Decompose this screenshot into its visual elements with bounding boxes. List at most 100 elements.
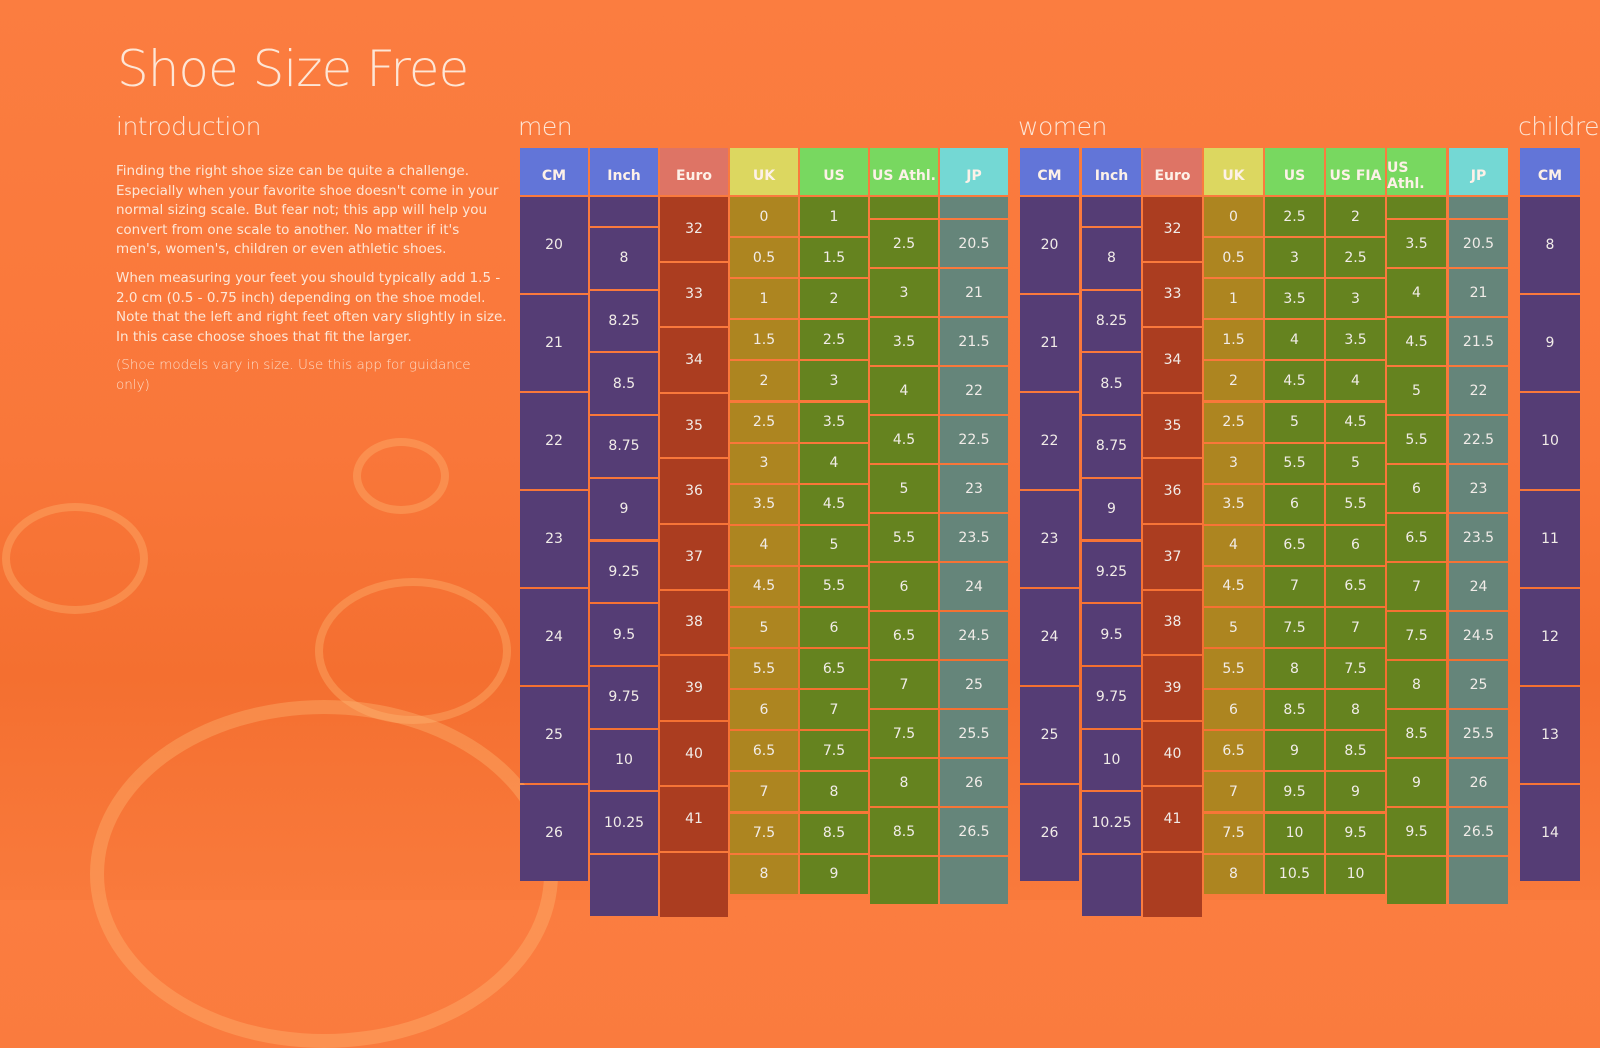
size-cell[interactable]: 5.5 (1387, 416, 1446, 463)
size-cell[interactable]: 13 (1520, 687, 1580, 783)
size-cell[interactable]: 6.5 (730, 731, 798, 771)
size-cell[interactable] (940, 857, 1008, 904)
size-cell[interactable]: 4.5 (1326, 402, 1385, 442)
size-cell[interactable]: 23 (1449, 465, 1508, 512)
size-cell[interactable]: 7.5 (1326, 649, 1385, 689)
size-cell[interactable]: 1 (1204, 279, 1263, 319)
column-header[interactable]: US Athl. (1387, 148, 1446, 195)
size-cell[interactable]: 3.5 (730, 484, 798, 524)
column-header[interactable]: UK (1204, 148, 1263, 195)
size-cell[interactable]: 9.5 (1265, 772, 1324, 812)
size-cell[interactable]: 10 (590, 729, 658, 791)
size-cell[interactable]: 10 (1082, 729, 1141, 791)
size-cell[interactable]: 8.75 (590, 416, 658, 477)
size-cell[interactable]: 25 (1020, 687, 1079, 783)
size-cell[interactable]: 39 (660, 656, 728, 720)
size-cell[interactable]: 7.5 (1387, 612, 1446, 659)
size-cell[interactable]: 5 (1326, 443, 1385, 483)
size-cell[interactable]: 20.5 (940, 220, 1008, 267)
size-cell[interactable]: 10 (1326, 854, 1385, 894)
size-cell[interactable]: 2 (1204, 361, 1263, 401)
size-cell[interactable]: 9 (1265, 731, 1324, 771)
size-cell[interactable]: 8 (870, 759, 938, 806)
size-cell[interactable]: 9.5 (1326, 813, 1385, 853)
size-cell[interactable]: 9.25 (1082, 541, 1141, 603)
size-cell[interactable]: 4 (730, 525, 798, 565)
size-cell[interactable]: 6.5 (870, 612, 938, 659)
size-cell[interactable]: 35 (1143, 393, 1202, 458)
size-cell[interactable]: 23 (520, 491, 588, 587)
size-cell[interactable]: 2 (800, 279, 868, 319)
size-cell[interactable]: 21 (1449, 269, 1508, 316)
size-cell[interactable]: 4.5 (1204, 566, 1263, 606)
size-cell[interactable]: 2.5 (1204, 402, 1263, 442)
size-cell[interactable]: 6 (730, 690, 798, 730)
column-header[interactable]: JP (940, 148, 1008, 195)
size-cell[interactable]: 26.5 (1449, 808, 1508, 855)
size-cell[interactable]: 7.5 (1265, 608, 1324, 648)
size-cell[interactable]: 8.5 (1265, 690, 1324, 730)
size-cell[interactable]: 0 (730, 197, 798, 237)
size-cell[interactable]: 6 (870, 563, 938, 610)
size-cell[interactable]: 36 (660, 459, 728, 523)
size-cell[interactable]: 25 (520, 687, 588, 783)
size-cell[interactable]: 7 (1387, 563, 1446, 610)
size-cell[interactable]: 25.5 (1449, 710, 1508, 757)
size-cell[interactable]: 4 (1204, 525, 1263, 565)
size-cell[interactable]: 5 (1265, 402, 1324, 442)
size-cell[interactable]: 5 (1387, 367, 1446, 414)
size-cell[interactable]: 26 (1449, 759, 1508, 806)
size-cell[interactable]: 24 (1449, 563, 1508, 610)
size-cell[interactable]: 21 (1020, 295, 1079, 391)
size-cell[interactable]: 25 (1449, 661, 1508, 708)
size-cell[interactable]: 8.75 (1082, 416, 1141, 477)
size-cell[interactable]: 37 (660, 525, 728, 589)
size-cell[interactable]: 6.5 (1265, 525, 1324, 565)
size-cell[interactable]: 5 (1204, 608, 1263, 648)
size-cell[interactable]: 9 (1326, 772, 1385, 812)
size-cell[interactable]: 8 (1326, 690, 1385, 730)
size-cell[interactable]: 8.25 (1082, 290, 1141, 352)
size-cell[interactable] (870, 857, 938, 904)
size-cell[interactable]: 2.5 (870, 220, 938, 267)
size-cell[interactable]: 10 (1265, 813, 1324, 853)
size-cell[interactable]: 5.5 (1326, 484, 1385, 524)
size-cell[interactable]: 4.5 (1387, 318, 1446, 365)
size-cell[interactable]: 33 (1143, 262, 1202, 327)
size-cell[interactable]: 5.5 (730, 649, 798, 689)
size-cell[interactable]: 24 (520, 589, 588, 685)
size-cell[interactable]: 9.25 (590, 541, 658, 603)
size-cell[interactable]: 40 (660, 721, 728, 786)
column-header[interactable]: US (1265, 148, 1324, 195)
size-cell[interactable]: 8 (1265, 649, 1324, 689)
size-cell[interactable]: 9 (1387, 759, 1446, 806)
size-cell[interactable]: 23 (1020, 491, 1079, 587)
size-cell[interactable]: 24 (940, 563, 1008, 610)
size-cell[interactable] (590, 855, 658, 916)
size-cell[interactable]: 8 (1520, 197, 1580, 293)
size-cell[interactable] (660, 853, 728, 917)
size-cell[interactable]: 6 (1326, 525, 1385, 565)
size-cell[interactable]: 4.5 (730, 566, 798, 606)
size-cell[interactable]: 22.5 (1449, 416, 1508, 463)
size-cell[interactable]: 6.5 (1204, 731, 1263, 771)
size-cell[interactable]: 36 (1143, 459, 1202, 523)
size-cell[interactable]: 8 (730, 854, 798, 894)
size-cell[interactable]: 7.5 (800, 731, 868, 771)
size-cell[interactable]: 5 (800, 525, 868, 565)
column-header[interactable]: Inch (590, 148, 658, 195)
size-cell[interactable]: 7 (1326, 608, 1385, 648)
column-header[interactable]: JP (1449, 148, 1508, 195)
size-cell[interactable]: 38 (1143, 590, 1202, 655)
column-header[interactable]: Inch (1082, 148, 1141, 195)
size-cell[interactable]: 9.75 (1082, 666, 1141, 728)
size-cell[interactable]: 21 (940, 269, 1008, 316)
size-cell[interactable]: 32 (1143, 197, 1202, 261)
size-cell[interactable]: 9.5 (590, 604, 658, 665)
size-cell[interactable]: 23.5 (940, 514, 1008, 561)
size-cell[interactable]: 37 (1143, 525, 1202, 589)
size-cell[interactable]: 5.5 (870, 514, 938, 561)
size-cell[interactable]: 4.5 (800, 484, 868, 524)
size-cell[interactable]: 34 (1143, 328, 1202, 392)
size-cell[interactable]: 35 (660, 393, 728, 458)
